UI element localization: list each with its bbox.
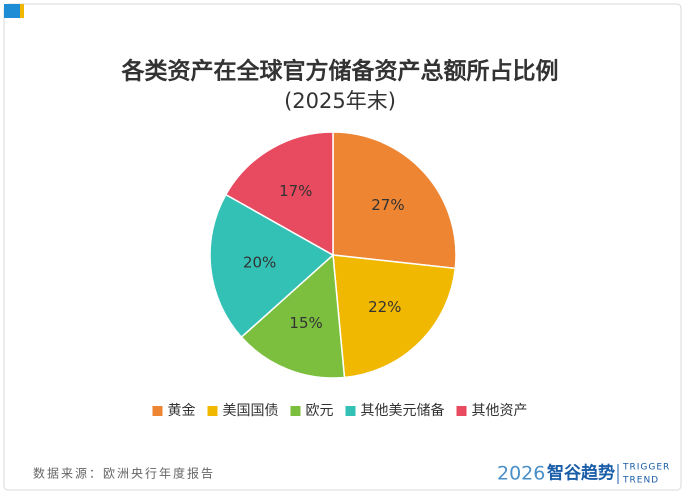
legend-label: 欧元 (306, 403, 334, 419)
legend-label: 其他美元储备 (361, 402, 445, 419)
legend-label: 黄金 (168, 402, 196, 419)
legend-label: 美国国债 (223, 403, 279, 419)
chart-subtitle: (2025年末) (284, 89, 396, 113)
pie-slice (240, 253, 346, 379)
brand-en-top: TRIGGER (622, 463, 670, 473)
data-label: 22% (368, 298, 401, 316)
chart-title: 各类资产在全球官方储备资产总额所占比例 (121, 58, 559, 85)
brand-en-bottom: TREND (622, 476, 659, 486)
legend: 黄金 美国国债 欧元 其他美元储备 其他资产 (152, 402, 528, 419)
pie: 27% 22% 15% 20% 17% (209, 131, 457, 379)
pie-slice (224, 131, 334, 257)
legend-swatch (456, 406, 467, 416)
brand-name: 智谷趋势 (547, 463, 615, 484)
corner-mark (4, 4, 20, 18)
legend-swatch (345, 406, 356, 416)
data-label: 20% (243, 254, 276, 272)
brand-year: 2026 (497, 463, 545, 485)
legend-swatch (290, 406, 301, 416)
data-label: 15% (289, 314, 322, 332)
source: 数据来源：欧洲央行年度报告 (33, 466, 215, 481)
data-label: 17% (279, 182, 312, 200)
data-label: 27% (371, 196, 404, 214)
legend-swatch (207, 406, 218, 416)
pie-slice (209, 193, 335, 339)
legend-swatch (152, 406, 163, 416)
pie-slice (332, 254, 457, 379)
legend-label: 其他资产 (472, 403, 528, 419)
corner-mark-accent (20, 4, 24, 18)
pie-slice (332, 131, 457, 270)
